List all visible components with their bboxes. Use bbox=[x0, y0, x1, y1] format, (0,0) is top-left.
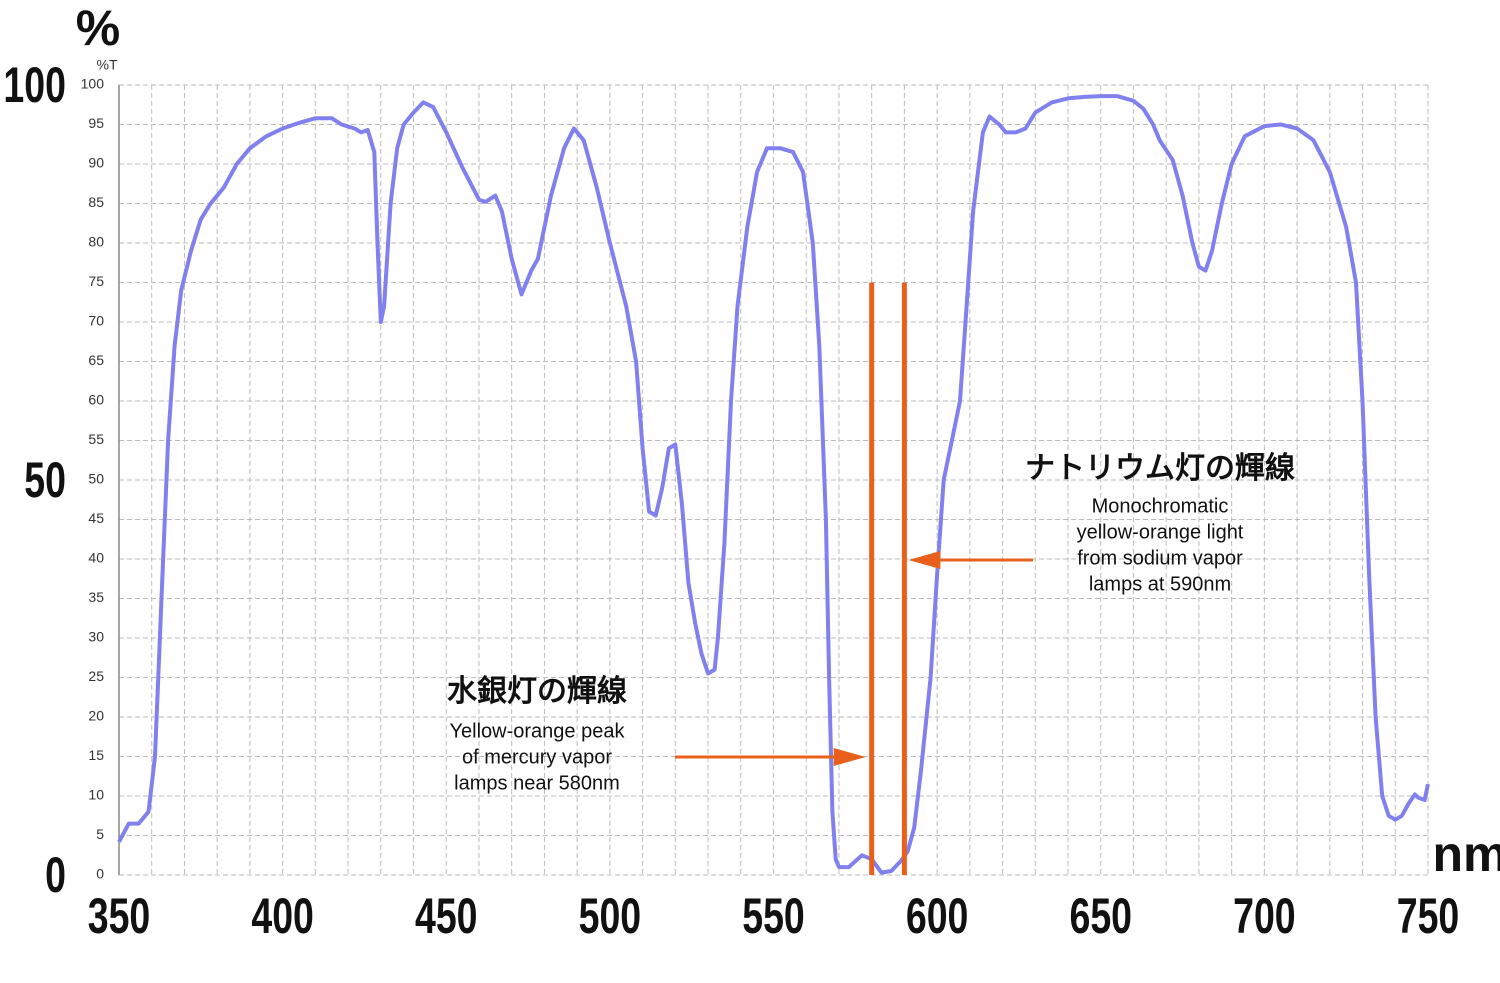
y-tick-label: 40 bbox=[88, 550, 104, 566]
y-tick-label: 15 bbox=[88, 747, 104, 763]
y-title: % bbox=[76, 0, 120, 56]
y-tick-label: 55 bbox=[88, 431, 104, 447]
annotation-title: ナトリウム灯の輝線 bbox=[1025, 451, 1295, 485]
y-tick-label: 100 bbox=[81, 76, 105, 92]
annotation-title: 水銀灯の輝線 bbox=[447, 674, 627, 708]
y-major-tick-label: 100 bbox=[3, 58, 66, 113]
y-tick-label: 20 bbox=[88, 708, 104, 724]
y-tick-label: 60 bbox=[88, 392, 104, 408]
y-tick-label: 35 bbox=[88, 589, 104, 605]
y-tick-label: 65 bbox=[88, 352, 104, 368]
y-major-tick-label: 0 bbox=[45, 848, 66, 903]
y-tick-label: 0 bbox=[96, 866, 104, 882]
y-tick-label: 90 bbox=[88, 155, 104, 171]
x-tick-label: 600 bbox=[906, 889, 969, 944]
annotation-text: from sodium vapor bbox=[1077, 547, 1243, 569]
x-tick-label: 350 bbox=[88, 889, 151, 944]
x-title: nm bbox=[1433, 826, 1500, 882]
y-tick-label: 25 bbox=[88, 668, 104, 684]
y-unit: %T bbox=[97, 57, 118, 73]
y-tick-label: 5 bbox=[96, 826, 104, 842]
y-tick-label: 45 bbox=[88, 510, 104, 526]
arrow-head bbox=[833, 748, 866, 766]
annotation-text: Monochromatic bbox=[1092, 495, 1229, 517]
y-tick-label: 80 bbox=[88, 234, 104, 250]
y-tick-label: 50 bbox=[88, 471, 104, 487]
annotation-text: of mercury vapor bbox=[462, 746, 612, 768]
line bbox=[117, 94, 1430, 875]
annotation-text: lamps at 590nm bbox=[1089, 573, 1231, 595]
x-tick-label: 400 bbox=[251, 889, 314, 944]
x-tick-label: 700 bbox=[1233, 889, 1296, 944]
y-tick-label: 70 bbox=[88, 313, 104, 329]
x-tick-label: 650 bbox=[1069, 889, 1132, 944]
x-tick-label: 450 bbox=[415, 889, 478, 944]
x-tick-label: 750 bbox=[1397, 889, 1460, 944]
y-major-tick-label: 50 bbox=[24, 453, 66, 508]
arrow-head bbox=[908, 551, 941, 569]
y-tick-label: 75 bbox=[88, 273, 104, 289]
annotation-text: Yellow-orange peak bbox=[450, 720, 626, 742]
y-tick-label: 85 bbox=[88, 194, 104, 210]
annotation-text: yellow-orange light bbox=[1077, 521, 1244, 543]
y-tick-label: 30 bbox=[88, 629, 104, 645]
x-tick-label: 500 bbox=[579, 889, 642, 944]
x-tick-label: 550 bbox=[742, 889, 805, 944]
y-tick-label: 10 bbox=[88, 787, 104, 803]
y-tick-label: 95 bbox=[88, 115, 104, 131]
annotation-text: lamps near 580nm bbox=[454, 772, 620, 794]
